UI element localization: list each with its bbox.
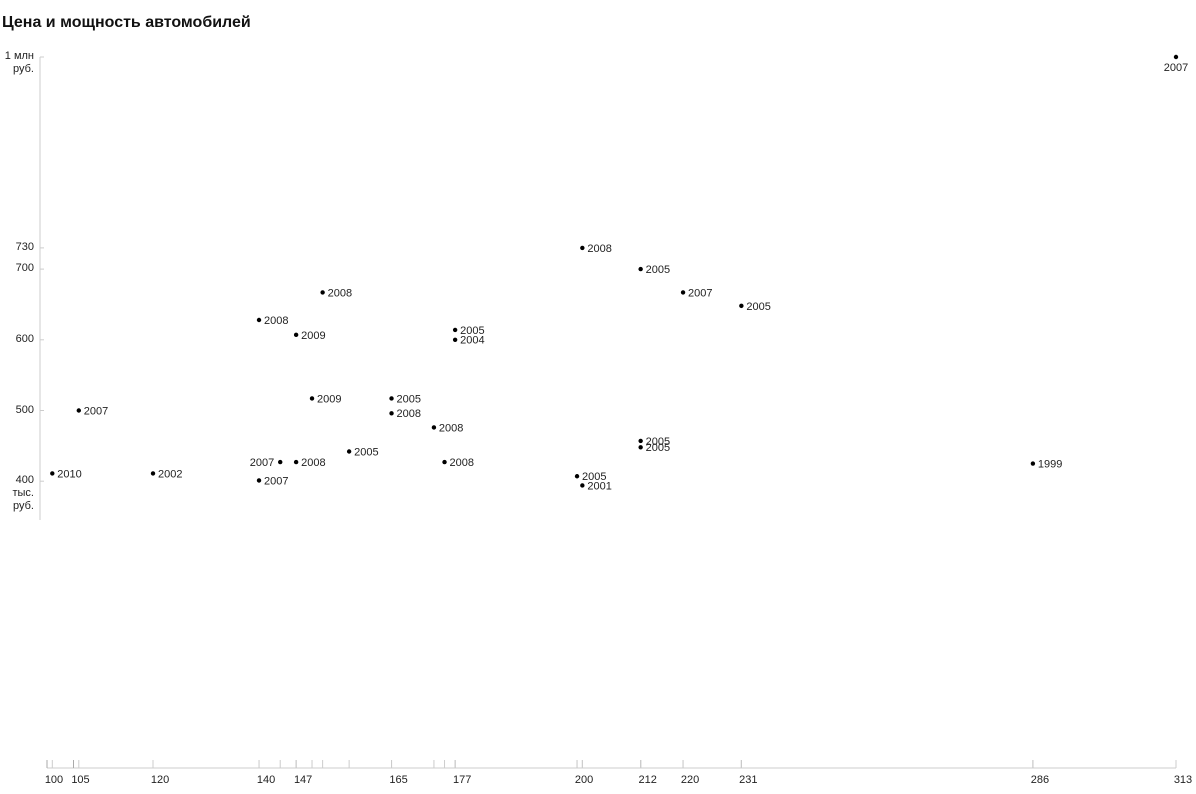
point-label: 2001 — [587, 480, 611, 492]
point — [574, 474, 580, 479]
point-label: 2008 — [301, 457, 325, 469]
y-tick-label: 400 тыс. руб. — [12, 474, 34, 513]
point — [278, 459, 283, 465]
point — [1030, 461, 1036, 466]
point — [442, 459, 447, 465]
point — [638, 266, 643, 272]
x-tick-label: 147 — [294, 774, 312, 786]
point — [452, 327, 458, 333]
x-tick-label: 140 — [257, 774, 275, 786]
point — [50, 471, 55, 476]
x-tick-label: 105 — [71, 774, 89, 786]
point — [638, 445, 643, 450]
y-tick-label: 700 — [15, 262, 34, 275]
point-label: 2007 — [84, 405, 108, 417]
point-label: 2005 — [354, 446, 378, 458]
point-label: 2007 — [688, 287, 712, 299]
point-label: 2008 — [264, 315, 288, 327]
point — [1173, 54, 1179, 60]
point — [389, 411, 394, 416]
point-label: 2005 — [746, 301, 770, 313]
point — [389, 396, 394, 401]
point — [256, 478, 262, 483]
point-label: 2005 — [646, 436, 670, 448]
point-label: 2007 — [1164, 62, 1188, 74]
point-label: 2005 — [460, 325, 484, 337]
point-label: 2009 — [317, 393, 341, 405]
x-tick-label: 212 — [638, 774, 656, 786]
point-label: 2009 — [301, 330, 325, 342]
point-label: 2005 — [646, 442, 670, 454]
point — [580, 483, 585, 488]
point — [452, 337, 458, 342]
point — [431, 425, 437, 430]
point-label: 2004 — [460, 335, 484, 347]
point-label: 2008 — [450, 457, 474, 469]
y-tick-label: 1 млн руб. — [4, 50, 34, 75]
point-label: 2008 — [328, 287, 352, 299]
point — [680, 290, 686, 295]
point — [309, 396, 315, 401]
point — [150, 471, 156, 476]
point-label: 2007 — [264, 475, 288, 487]
point — [739, 303, 744, 309]
x-tick-label: 231 — [739, 774, 757, 786]
point — [293, 459, 299, 465]
point-label: 2005 — [582, 471, 606, 483]
point-label: 2008 — [439, 422, 463, 434]
point-label: 2008 — [587, 243, 611, 255]
point — [76, 408, 82, 413]
point-label: 2005 — [397, 393, 421, 405]
point — [293, 332, 299, 338]
y-tick-label: 600 — [15, 332, 34, 345]
point — [256, 317, 262, 323]
x-tick-label: 220 — [681, 774, 699, 786]
point-label: 1999 — [1038, 458, 1062, 470]
chart-title: Цена и мощность автомобилей — [2, 14, 251, 31]
point — [638, 438, 643, 444]
y-tick-label: 730 — [15, 240, 34, 253]
x-tick-label: 120 — [151, 774, 169, 786]
point-label: 2002 — [158, 468, 182, 480]
x-tick-label: 200 — [575, 774, 593, 786]
point — [346, 449, 352, 454]
y-tick-label: 500 — [15, 403, 34, 416]
point-label: 2010 — [57, 468, 81, 480]
point — [320, 290, 325, 295]
point-label: 2007 — [250, 457, 274, 469]
point — [580, 245, 585, 251]
x-tick-label: 100 — [45, 774, 63, 786]
x-tick-label: 177 — [453, 774, 471, 786]
point-label: 2005 — [646, 264, 670, 276]
point-label: 2008 — [397, 408, 421, 420]
x-tick-label: 286 — [1031, 774, 1049, 786]
x-tick-label: 165 — [389, 774, 407, 786]
x-tick-label: 313 — [1174, 774, 1192, 786]
